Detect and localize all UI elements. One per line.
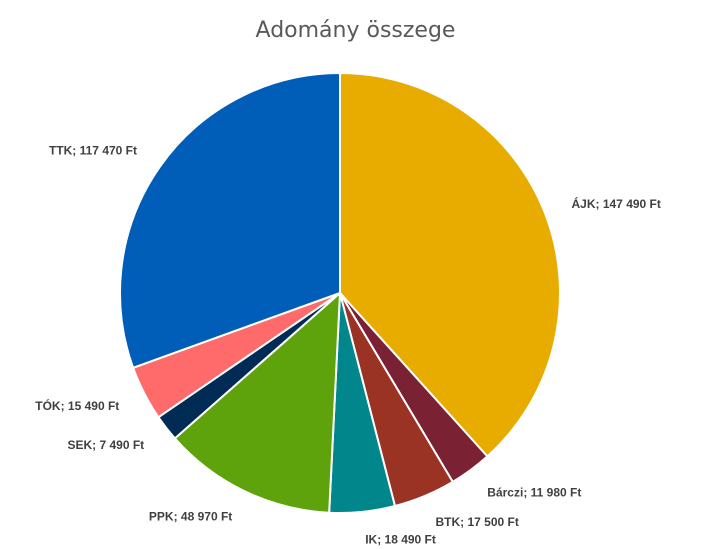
data-label-ppk: PPK; 48 970 Ft xyxy=(149,509,232,523)
pie-slice-ppk xyxy=(173,290,342,514)
pie-slice-ajk xyxy=(339,71,562,458)
data-label-ttk: TTK; 117 470 Ft xyxy=(49,144,137,158)
data-label-tok: TÓK; 15 490 Ft xyxy=(35,398,119,413)
data-label-ik: IK; 18 490 Ft xyxy=(365,533,436,547)
data-label-sek: SEK; 7 490 Ft xyxy=(67,438,144,452)
chart-title: Adomány összege xyxy=(255,18,456,43)
data-label-barczi: Bárczi; 11 980 Ft xyxy=(487,486,581,500)
data-label-ajk: ÁJK; 147 490 Ft xyxy=(572,196,661,211)
pie-slice-ttk xyxy=(119,71,341,370)
data-label-btk: BTK; 17 500 Ft xyxy=(436,515,519,529)
